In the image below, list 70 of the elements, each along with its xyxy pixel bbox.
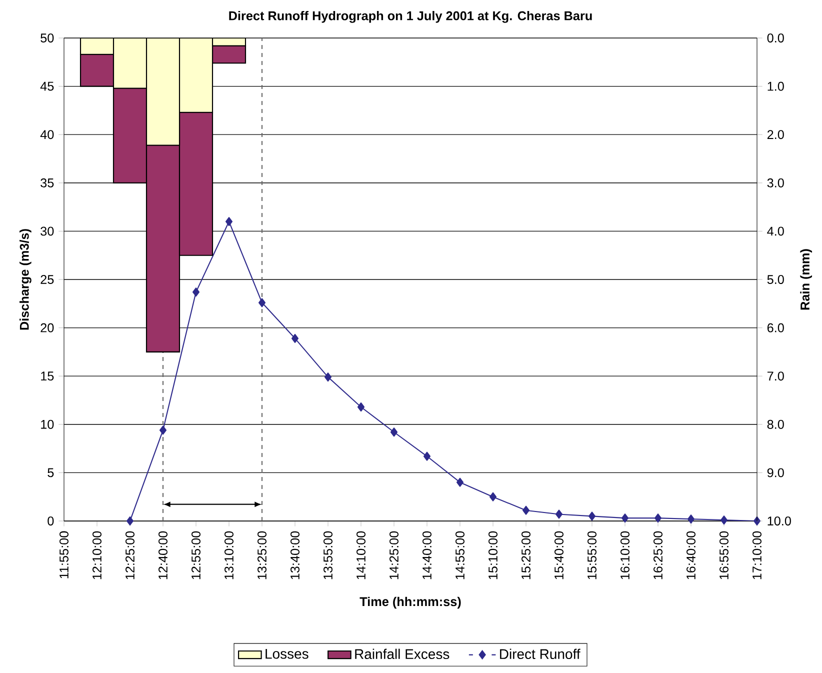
- x-tick-label: 15:10:00: [488, 531, 498, 580]
- point: [687, 514, 695, 524]
- x-tick-label: 12:55:00: [192, 531, 200, 580]
- point: [489, 492, 497, 502]
- x-tick-label: 16:25:00: [654, 531, 662, 580]
- x-tick-label: 16:55:00: [720, 531, 728, 580]
- y2-tick-label: 3.0: [767, 178, 784, 188]
- point: [390, 428, 398, 437]
- point: [588, 512, 596, 521]
- y-tick-label: 10: [41, 420, 54, 429]
- x-tick-label: 17:10:00: [752, 531, 762, 580]
- y2-axis-title: Rain (mm): [800, 249, 812, 310]
- point: [423, 452, 431, 461]
- x-tick-label: 14:25:00: [390, 531, 398, 580]
- x-tick-label: 14:55:00: [456, 531, 464, 580]
- x-tick-label: 16:10:00: [620, 531, 630, 580]
- x-tick-label: 12:10:00: [92, 531, 102, 580]
- point: [192, 288, 200, 297]
- y-tick-label: 15: [41, 372, 54, 381]
- legend-label: Rainfall Excess: [355, 648, 450, 660]
- x-tick-label: 12:40:00: [158, 531, 168, 580]
- x-tick-label: 14:40:00: [422, 531, 432, 580]
- x-tick-label: 14:10:00: [356, 531, 366, 580]
- chart-title: Direct Runoff Hydrograph on 1 July 2001 at Kg. Cheras Baru: [229, 10, 592, 23]
- x-tick-label: 16:40:00: [686, 531, 696, 580]
- y2-tick-label: 2.0: [767, 130, 784, 140]
- y-tick-label: 30: [40, 226, 54, 236]
- y-tick-label: 35: [40, 178, 54, 188]
- x-tick-label: 13:10:00: [224, 531, 234, 580]
- y2-tick-label: 4.0: [767, 226, 784, 236]
- y2-tick-label: 9.0: [767, 468, 784, 478]
- legend-label: Direct Runoff: [500, 648, 580, 660]
- y2-tick-label: 1.0: [768, 82, 784, 91]
- legend-label: Losses: [266, 649, 308, 659]
- point: [456, 478, 464, 487]
- point: [621, 514, 629, 523]
- y2-tick-label: 6.0: [767, 323, 784, 332]
- x-tick-label: 13:25:00: [258, 531, 266, 580]
- point: [126, 516, 134, 526]
- y-tick-label: 25: [40, 275, 54, 284]
- point: [225, 217, 233, 226]
- point: [522, 506, 530, 515]
- y2-tick-label: 10.0: [768, 516, 791, 526]
- y2-tick-label: 0.0: [767, 34, 784, 42]
- x-tick-label: 11:55:00: [60, 531, 68, 578]
- y-tick-label: 45: [40, 82, 54, 91]
- x-tick-label: 15:25:00: [522, 531, 530, 580]
- y-tick-label: 0: [48, 516, 54, 526]
- y2-tick-label: 8.0: [767, 420, 784, 429]
- x-tick-label: 13:40:00: [290, 531, 300, 580]
- point: [654, 514, 662, 523]
- y-axis-title: Discharge (m3/s): [20, 229, 32, 330]
- point: [720, 515, 728, 525]
- point: [291, 334, 299, 343]
- y-tick-label: 50: [40, 34, 54, 42]
- y2-tick-label: 5.0: [767, 275, 784, 284]
- y-tick-label: 5: [48, 468, 54, 478]
- point: [324, 372, 332, 382]
- x-tick-label: 15:55:00: [588, 531, 596, 580]
- x-axis-title: Time (hh:mm:ss): [360, 596, 461, 609]
- x-tick-label: 15:40:00: [554, 531, 564, 580]
- point: [357, 402, 365, 412]
- x-tick-label: 13:55:00: [324, 531, 332, 580]
- y2-tick-label: 7.0: [767, 372, 784, 381]
- point: [555, 510, 563, 519]
- x-tick-label: 12:25:00: [126, 531, 134, 580]
- y-tick-label: 40: [40, 130, 54, 140]
- y-tick-label: 20: [40, 323, 54, 332]
- point: [159, 426, 167, 435]
- point: [258, 298, 266, 308]
